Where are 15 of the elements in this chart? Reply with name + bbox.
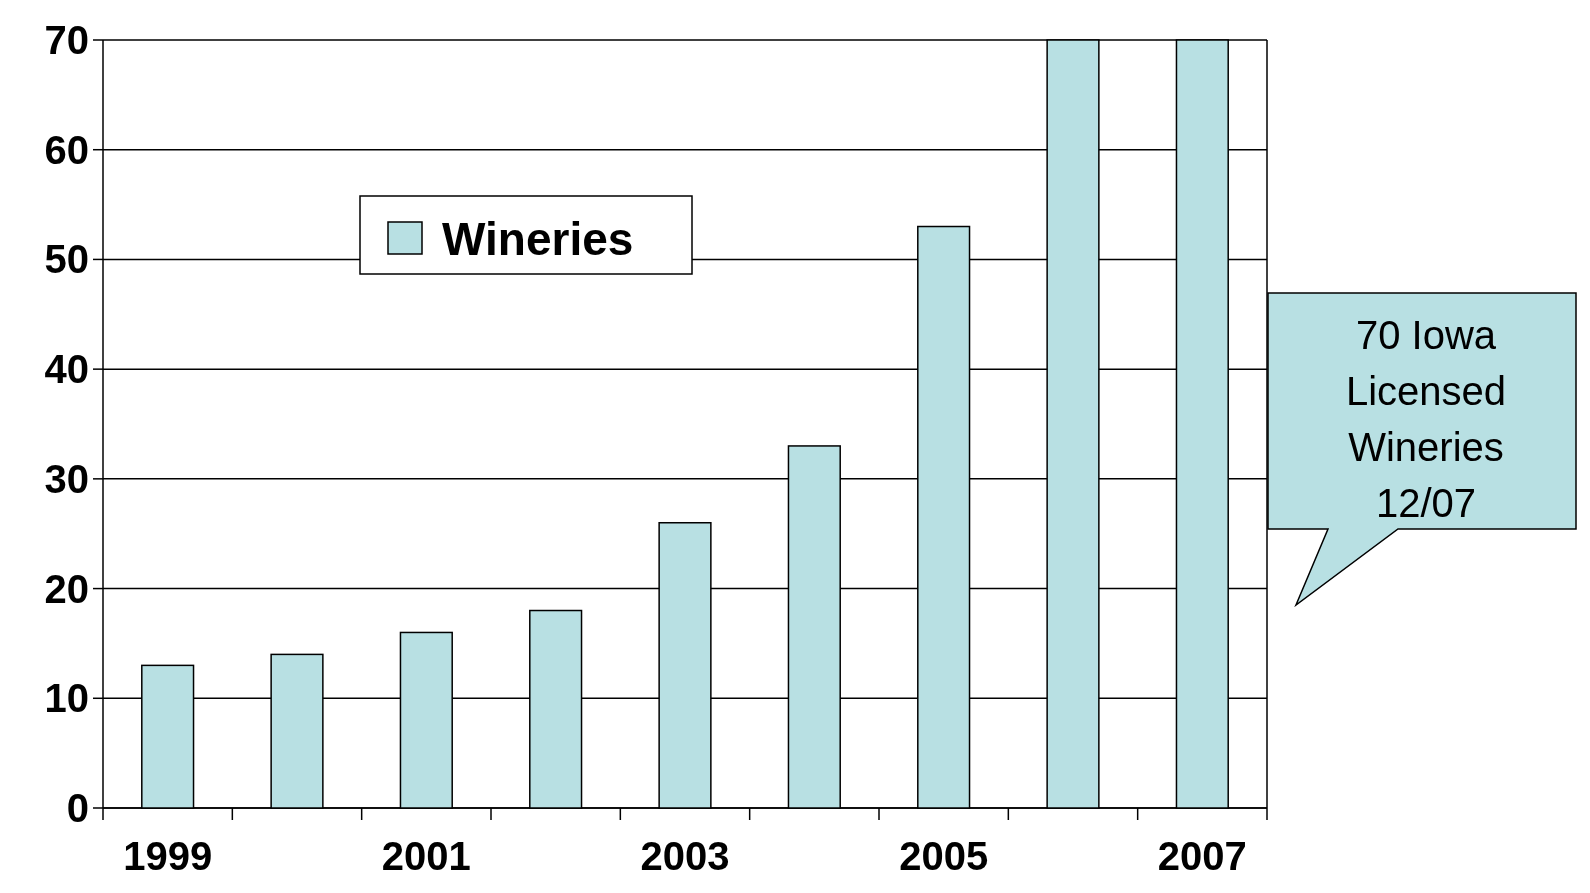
- text: 70 Iowa Licensed Wineries 12/07: [1345, 313, 1507, 525]
- y-tick-label: 70: [44, 18, 89, 62]
- y-tick-label: 0: [66, 786, 89, 830]
- y-tick-label: 40: [44, 347, 89, 392]
- x-tick-label: 2001: [381, 834, 471, 878]
- x-tick-label: 2007: [1157, 834, 1247, 878]
- y-tick-label: 60: [44, 127, 89, 172]
- x-tick-label: 1999: [123, 834, 213, 878]
- y-tick-label: 50: [44, 237, 89, 282]
- y-tick-label: 30: [44, 456, 89, 501]
- y-tick-label: 10: [44, 676, 89, 721]
- y-tick-label: 20: [44, 566, 89, 611]
- legend-label: Wineries: [442, 213, 634, 266]
- x-tick-label: 2003: [640, 834, 730, 878]
- x-tick-label: 2005: [899, 834, 989, 878]
